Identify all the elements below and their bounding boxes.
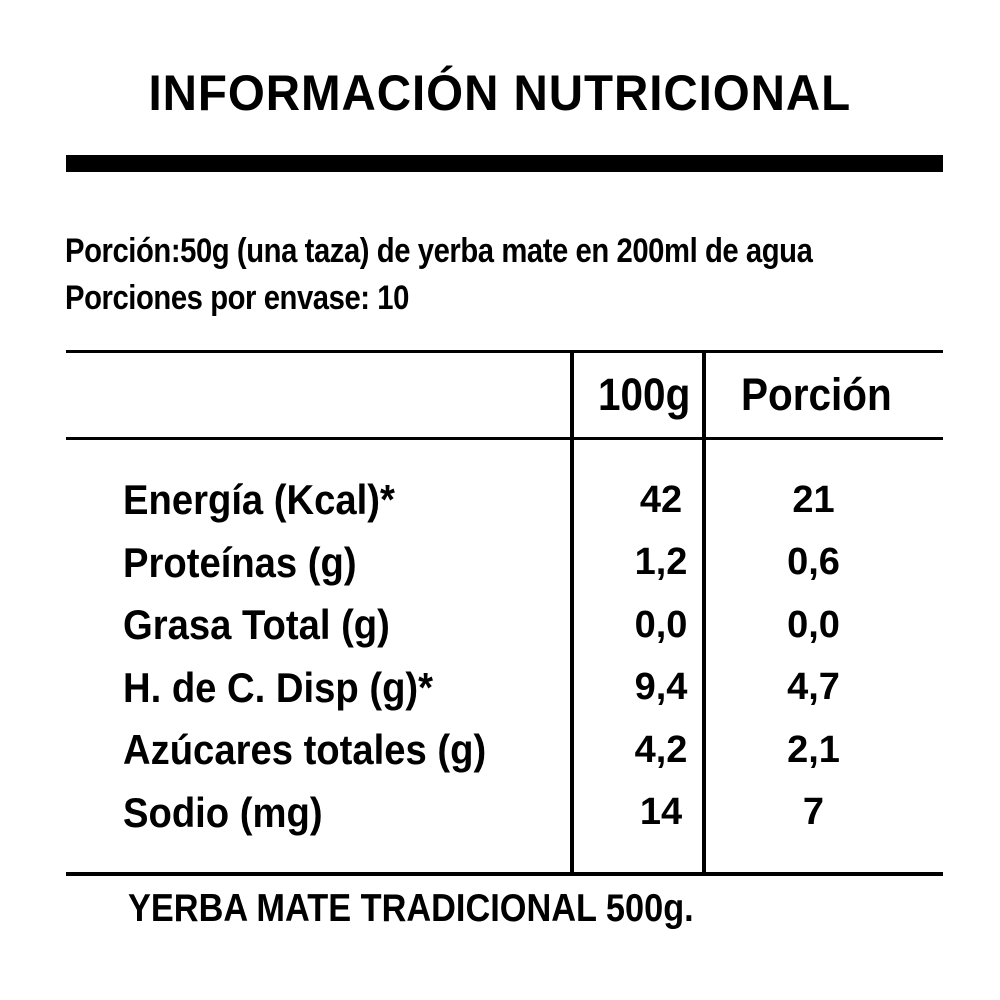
value-per-100g: 0,0 — [634, 603, 688, 646]
table-rows: Energía (Kcal)* 42 21 Proteínas (g) 1,2 … — [66, 441, 943, 872]
value-per-100g: 42 — [639, 478, 683, 521]
row-label: H. de C. Disp (g)* — [123, 663, 434, 711]
product-name-text: YERBA MATE TRADICIONAL 500g. — [128, 887, 694, 930]
table-border-top — [66, 350, 943, 353]
value-per-portion: 0,0 — [787, 603, 840, 646]
table-row: Energía (Kcal)* 42 21 — [66, 469, 943, 532]
table-row: Sodio (mg) 14 7 — [66, 782, 943, 845]
value-per-portion: 21 — [792, 478, 835, 521]
column-divider-left — [570, 350, 574, 876]
serving-info: Porción:50g (una taza) de yerba mate en … — [65, 228, 934, 322]
row-label: Sodio (mg) — [123, 788, 323, 836]
value-per-100g: 14 — [639, 791, 683, 834]
row-label: Grasa Total (g) — [123, 601, 390, 649]
value-per-100g: 4,2 — [634, 728, 688, 771]
row-label: Energía (Kcal)* — [123, 476, 395, 524]
column-header-porcion: Porción — [740, 369, 892, 420]
table-border-bottom — [66, 872, 943, 876]
row-label: Proteínas (g) — [123, 538, 357, 586]
table-row: Proteínas (g) 1,2 0,6 — [66, 532, 943, 595]
value-per-portion: 7 — [802, 791, 825, 834]
servings-per-container-text: Porciones por envase: 10 — [65, 279, 409, 317]
header-divider-line — [66, 437, 943, 440]
table-row: Grasa Total (g) 0,0 0,0 — [66, 594, 943, 657]
value-per-100g: 1,2 — [634, 541, 688, 584]
column-divider-right — [702, 350, 706, 876]
value-per-portion: 0,6 — [787, 541, 840, 584]
title-divider-bar — [66, 155, 943, 172]
serving-size-text: Porción:50g (una taza) de yerba mate en … — [65, 232, 813, 270]
table-row: H. de C. Disp (g)* 9,4 4,7 — [66, 657, 943, 720]
value-per-portion: 4,7 — [787, 666, 840, 709]
value-per-portion: 2,1 — [787, 728, 840, 771]
table-row: Azúcares totales (g) 4,2 2,1 — [66, 719, 943, 782]
row-label: Azúcares totales (g) — [123, 726, 487, 774]
column-header-100g: 100g — [597, 369, 691, 420]
value-per-100g: 9,4 — [634, 666, 688, 709]
page-title-text: INFORMACIÓN NUTRICIONAL — [148, 65, 852, 121]
page-title: INFORMACIÓN NUTRICIONAL — [0, 68, 1000, 118]
